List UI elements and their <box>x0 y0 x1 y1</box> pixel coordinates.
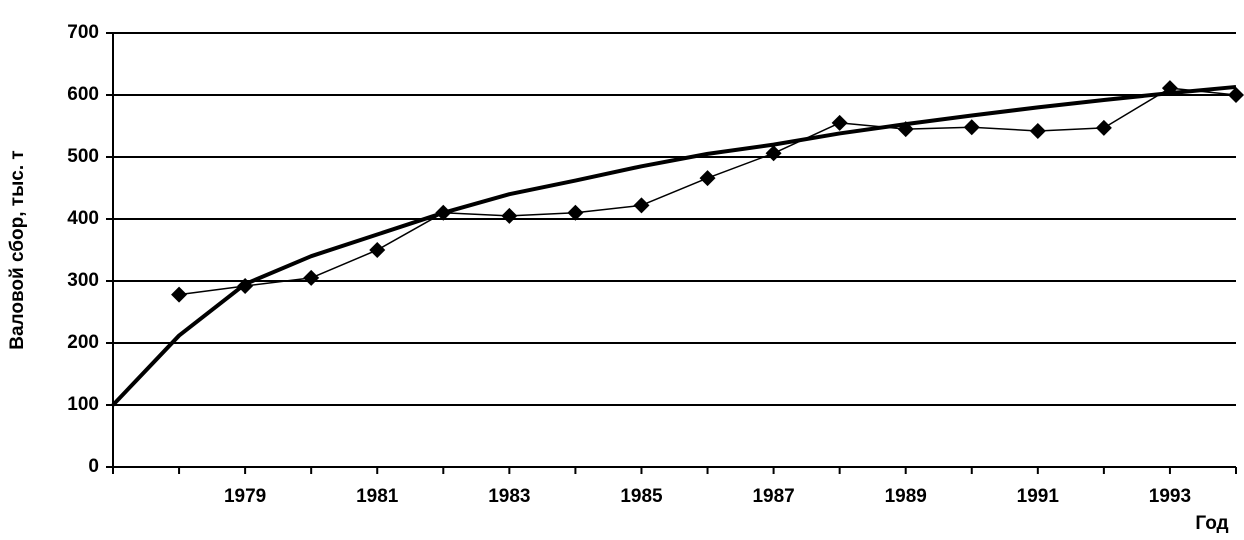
marker <box>897 121 914 138</box>
y-axis-label: Валовой сбор, тыс. т <box>7 150 28 350</box>
marker <box>765 145 782 162</box>
marker <box>1228 87 1244 103</box>
x-tick-label: 1979 <box>224 486 266 507</box>
y-tick-label: 200 <box>67 332 99 353</box>
y-tick-label: 0 <box>88 456 99 477</box>
series-line <box>178 87 1237 296</box>
marker <box>567 204 584 221</box>
y-tick-label: 100 <box>67 394 99 415</box>
y-tick-label: 600 <box>67 84 99 105</box>
marker <box>1029 122 1046 139</box>
marker <box>1095 119 1112 136</box>
series-line <box>111 84 1237 407</box>
marker <box>303 269 320 286</box>
marker <box>699 170 716 187</box>
x-tick-label: 1991 <box>1017 486 1060 507</box>
x-tick-label: 1983 <box>488 486 530 507</box>
x-tick-label: 1981 <box>356 486 399 507</box>
x-tick-label: 1993 <box>1149 486 1191 507</box>
y-tick-label: 700 <box>67 22 99 43</box>
marker <box>171 286 188 303</box>
y-tick-label: 400 <box>67 208 99 229</box>
y-tick-label: 500 <box>67 146 99 167</box>
x-tick-label: 1987 <box>752 486 794 507</box>
marker <box>369 242 386 258</box>
x-tick-label: 1985 <box>620 486 663 507</box>
y-tick-label: 300 <box>67 270 99 291</box>
marker <box>963 119 980 136</box>
x-axis-label: Год <box>1195 513 1228 534</box>
marker <box>501 207 518 224</box>
marker <box>633 197 650 214</box>
marker <box>831 114 848 131</box>
x-tick-label: 1989 <box>885 486 927 507</box>
